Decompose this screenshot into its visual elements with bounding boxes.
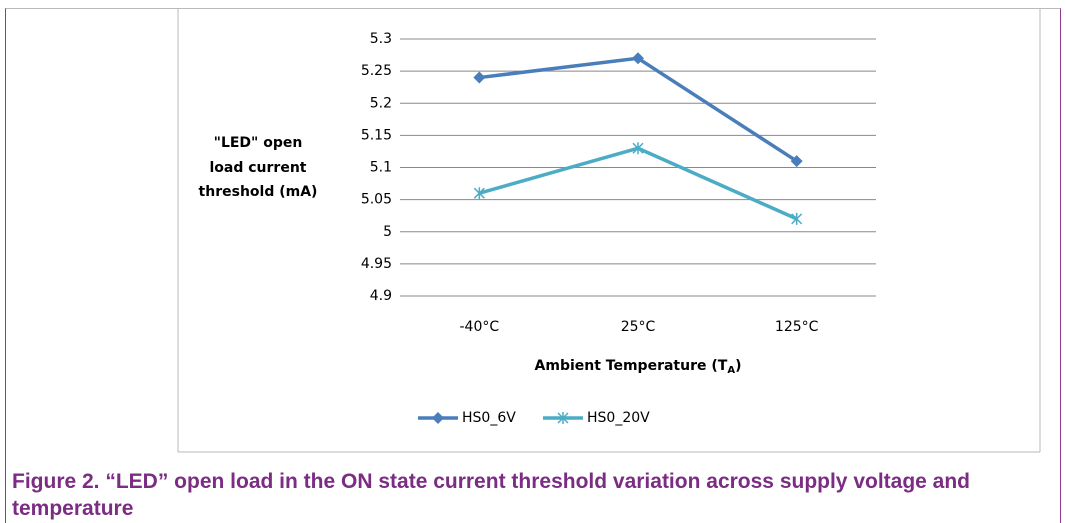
marker bbox=[791, 212, 803, 225]
y-tick-label: 5.1 bbox=[370, 160, 392, 176]
legend-marker bbox=[432, 412, 444, 424]
y-tick-label: 5.15 bbox=[361, 127, 392, 143]
x-axis-label-part: Ambient Temperature (T bbox=[535, 358, 728, 374]
frame bbox=[5, 8, 1061, 523]
x-tick-label: -40°C bbox=[460, 319, 500, 335]
legend-marker bbox=[557, 412, 569, 424]
marker bbox=[473, 71, 486, 84]
x-axis-label-sub: A bbox=[727, 365, 735, 376]
y-tick-label: 4.9 bbox=[370, 288, 392, 304]
x-tick-label: 25°C bbox=[621, 319, 656, 335]
marker bbox=[473, 187, 485, 200]
caption: Figure 2. “LED” open load in the ON stat… bbox=[12, 470, 971, 520]
legend-label: HS0_20V bbox=[587, 410, 650, 426]
y-axis-label: "LED" open bbox=[214, 135, 303, 151]
x-axis-label: Ambient Temperature (TA) bbox=[535, 358, 742, 376]
y-tick-label: 5.05 bbox=[361, 192, 392, 208]
y-axis-label: threshold (mA) bbox=[199, 184, 318, 200]
y-tick-label: 5.2 bbox=[370, 95, 392, 111]
y-tick-label: 5.3 bbox=[370, 31, 392, 47]
y-tick-label: 5 bbox=[383, 224, 392, 240]
marker bbox=[632, 52, 644, 65]
y-tick-label: 5.25 bbox=[361, 63, 392, 79]
legend-label: HS0_6V bbox=[462, 410, 516, 426]
y-tick-label: 4.95 bbox=[361, 256, 392, 272]
marker bbox=[790, 155, 803, 168]
series-line bbox=[478, 146, 798, 221]
x-axis-label-part: ) bbox=[735, 358, 741, 374]
x-tick-label: 125°C bbox=[775, 319, 819, 335]
marker bbox=[632, 142, 644, 155]
y-axis-label: load current bbox=[210, 160, 307, 176]
